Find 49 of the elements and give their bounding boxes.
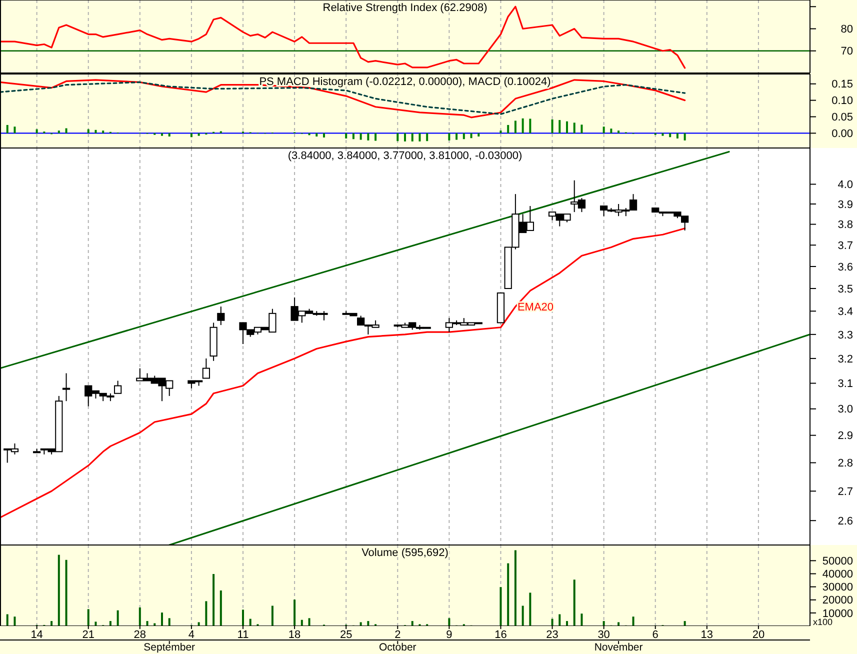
chart-title: Volume (595,692) (362, 547, 448, 559)
y-tick-label: 0.10 (832, 95, 853, 108)
text: x100 (813, 617, 833, 627)
x2-tick-label: November (594, 642, 644, 654)
y-tick-label: 50000 (822, 556, 853, 568)
x-tick-label: 20 (752, 629, 765, 641)
y-tick-label: 70 (840, 46, 853, 58)
y-tick-label: 30000 (822, 582, 853, 594)
x-tick-label: 25 (340, 629, 352, 641)
x-tick-label: 18 (288, 629, 301, 641)
x2-tick-label: October (378, 642, 417, 654)
chart-title: Relative Strength Index (62.2908) (322, 2, 488, 14)
x-tick-label: 11 (237, 629, 249, 641)
y-tick-label: 2.7 (838, 486, 853, 498)
y-tick-label: 2.8 (838, 458, 853, 470)
y-tick-label: 3.1 (838, 378, 853, 390)
y-tick-label: 80 (840, 24, 853, 36)
x-tick-label: 23 (546, 629, 558, 641)
y-tick-label: 2.6 (838, 515, 853, 528)
x-tick-label: 4 (188, 629, 195, 641)
y-tick-label: 2.9 (838, 430, 853, 442)
x-tick-label: 16 (494, 629, 507, 641)
x-tick-label: 6 (652, 629, 658, 641)
x-tick-label: 13 (700, 629, 714, 641)
x-tick-label: 28 (134, 629, 146, 641)
x-tick-label: 21 (82, 629, 94, 641)
y-tick-label: 3.4 (838, 306, 853, 318)
y-tick-label: 4.0 (838, 179, 853, 192)
y-tick-label: 3.6 (838, 261, 853, 274)
y-tick-label: 3.5 (838, 283, 853, 296)
y-tick-label: 3.9 (838, 198, 853, 211)
y-tick-label: 10000 (822, 608, 853, 620)
y-tick-label: 3.0 (838, 404, 853, 416)
y-tick-label: 3.3 (838, 329, 853, 342)
y-tick-label: 3.7 (838, 240, 853, 252)
y-tick-label: 0.15 (832, 78, 853, 91)
y-tick-label: 0.00 (832, 128, 853, 140)
x-tick-label: 9 (446, 629, 452, 641)
chart-title: (3.84000, 3.84000, 3.77000, 3.81000, -0.03000) (288, 150, 522, 162)
x-tick-label: 2 (394, 629, 401, 641)
y-tick-label: 20000 (822, 594, 853, 607)
y-tick-label: 40000 (822, 568, 853, 581)
x-tick-label: 30 (598, 629, 610, 641)
y-tick-label: 3.8 (838, 219, 853, 232)
y-tick-label: 3.2 (838, 353, 853, 366)
annotation: EMA20 (517, 302, 554, 314)
x-tick-label: 14 (30, 629, 43, 641)
y-tick-label: 0.05 (832, 112, 853, 124)
x2-tick-label: September (144, 642, 196, 654)
